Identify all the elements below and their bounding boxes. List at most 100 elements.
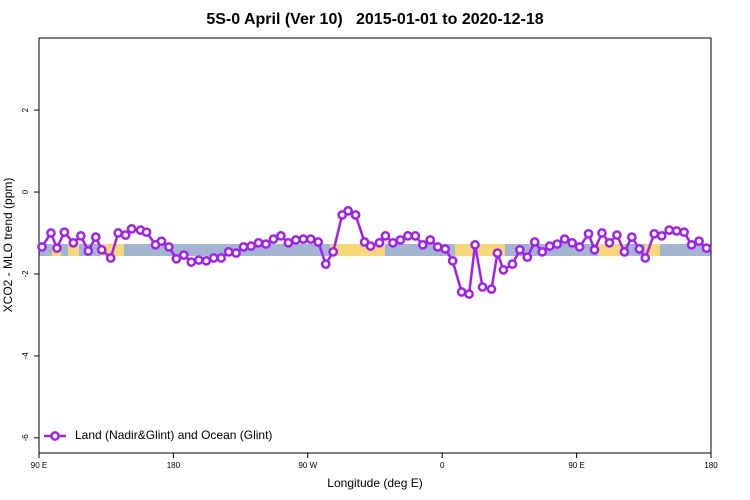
data-point [403, 231, 413, 241]
data-point [193, 255, 204, 265]
data-point [486, 284, 497, 294]
data-point [694, 236, 704, 247]
data-point [126, 224, 137, 234]
data-point [46, 228, 56, 238]
data-point [37, 242, 47, 252]
data-point [105, 253, 116, 263]
data-point [456, 287, 467, 297]
y-tick-label: 0 [21, 189, 30, 194]
x-tick-label: 0 [440, 461, 445, 470]
data-point [231, 248, 241, 258]
y-tick-label: -2 [21, 270, 30, 278]
land-band [68, 244, 79, 256]
data-point [410, 231, 421, 241]
data-point [425, 235, 436, 245]
data-point [544, 241, 555, 251]
data-point [298, 234, 309, 245]
data-point [432, 242, 443, 252]
data-point [417, 240, 428, 250]
data-point [649, 228, 660, 239]
data-point [68, 237, 79, 248]
land-band [455, 244, 505, 256]
data-point [464, 289, 474, 299]
data-point [59, 227, 70, 238]
data-point [583, 228, 594, 239]
data-point [492, 248, 503, 258]
data-point [640, 253, 651, 263]
data-point [395, 235, 406, 245]
data-point [96, 244, 107, 255]
data-point [498, 265, 509, 275]
data-point [343, 206, 353, 216]
x-tick-label: 180 [704, 461, 718, 470]
data-point [313, 237, 324, 247]
data-point [388, 237, 398, 248]
data-point [171, 253, 182, 264]
data-point [701, 243, 712, 254]
data-point [208, 253, 219, 263]
data-point [679, 227, 689, 238]
data-point [113, 228, 123, 238]
data-point [515, 244, 525, 255]
data-point [589, 244, 600, 255]
data-point [447, 256, 458, 266]
data-point [52, 243, 62, 254]
legend-label: Land (Nadir&Glint) and Ocean (Glint) [75, 428, 272, 442]
data-point [164, 242, 174, 252]
data-point [246, 241, 256, 251]
data-point [201, 256, 212, 266]
data-point [328, 246, 339, 257]
data-point [120, 230, 131, 240]
data-point [567, 237, 577, 248]
data-point [156, 236, 167, 247]
data-point [522, 252, 533, 263]
data-point [380, 231, 391, 241]
data-point [477, 282, 488, 292]
y-tick-label: -6 [21, 434, 30, 442]
data-point [253, 237, 264, 248]
x-tick-label: 180 [167, 461, 181, 470]
x-tick-label: 90 E [568, 461, 584, 470]
y-tick-label: -4 [21, 352, 30, 360]
data-point [507, 259, 518, 269]
data-point [75, 231, 86, 241]
data-point [470, 240, 480, 250]
data-point [350, 210, 361, 220]
data-point [559, 234, 570, 245]
data-point [365, 241, 376, 251]
data-point [291, 235, 301, 245]
data-point [440, 244, 451, 254]
data-point [612, 230, 622, 240]
x-tick-label: 90 E [31, 461, 47, 470]
data-point [597, 228, 607, 238]
x-tick-label: 90 W [298, 461, 317, 470]
data-point [320, 259, 331, 269]
chart-title: 5S-0 April (Ver 10) 2015-01-01 to 2020-1… [206, 11, 543, 28]
data-point [268, 234, 279, 245]
data-point [179, 250, 189, 260]
data-point [261, 239, 271, 249]
data-point [686, 240, 697, 250]
data-point [90, 232, 101, 242]
data-point [664, 225, 675, 235]
data-point [216, 253, 227, 263]
y-tick-label: 2 [21, 107, 30, 112]
data-point [574, 242, 585, 252]
data-point [374, 237, 385, 248]
data-point [529, 237, 540, 247]
data-point [276, 231, 286, 241]
data-point [83, 246, 94, 256]
data-point [238, 242, 249, 252]
land-band [598, 244, 625, 256]
data-point [537, 246, 548, 257]
data-point [627, 232, 637, 242]
y-axis-label: XCO2 - MLO trend (ppm) [1, 178, 15, 313]
x-axis-label: Longitude (deg E) [327, 476, 422, 490]
data-point [305, 234, 316, 245]
data-point [141, 227, 152, 238]
data-point [656, 231, 667, 241]
data-point [619, 246, 630, 257]
data-point [223, 246, 234, 257]
data-point [283, 237, 294, 248]
